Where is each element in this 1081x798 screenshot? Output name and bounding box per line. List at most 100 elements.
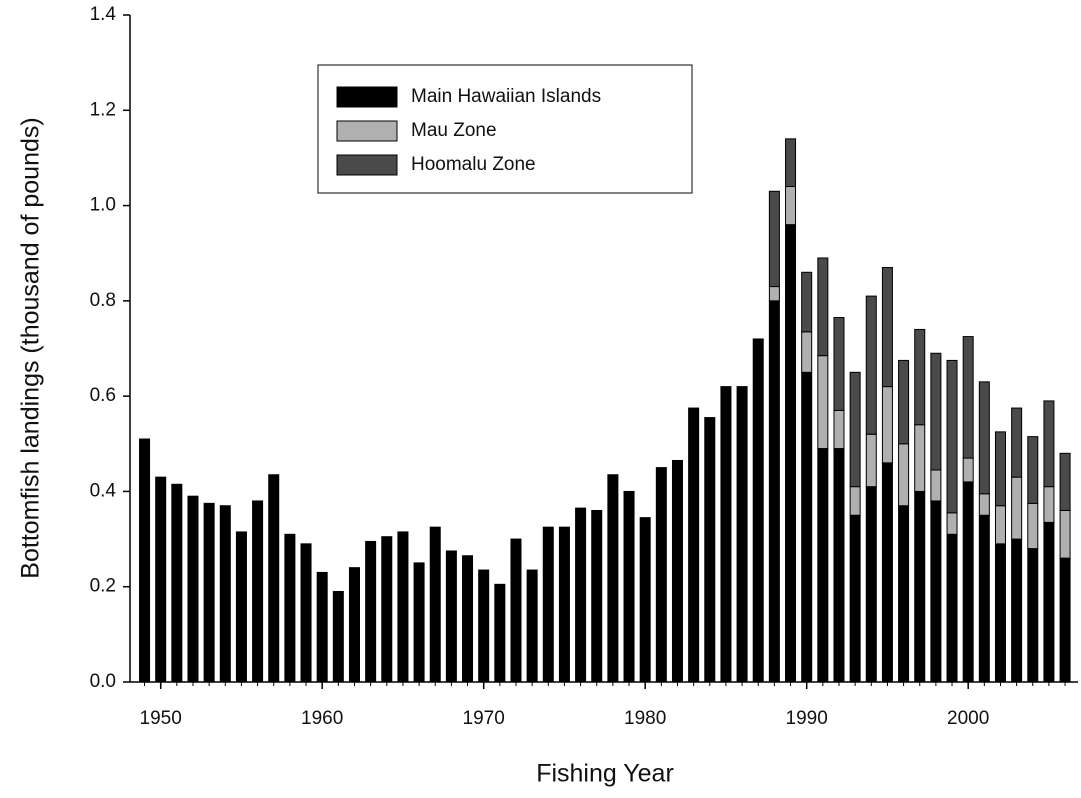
- bar-segment: [898, 359, 910, 445]
- bar-segment: [946, 512, 958, 535]
- y-tick-label: 0.4: [90, 480, 117, 501]
- bar-segment: [801, 271, 813, 333]
- bar-segment: [978, 381, 990, 495]
- bar-segment: [849, 371, 861, 488]
- bar-segment: [1043, 486, 1055, 523]
- bar-segment: [898, 443, 910, 507]
- bar-segment: [284, 533, 296, 683]
- bar-segment: [833, 317, 845, 411]
- bar-segment: [978, 514, 990, 683]
- bar-segment: [671, 459, 683, 683]
- bar-segment: [914, 490, 926, 683]
- bar-segment: [946, 533, 958, 683]
- bar-segment: [768, 300, 780, 683]
- x-tick-label: 1950: [140, 708, 182, 729]
- bar-segment: [994, 505, 1006, 545]
- legend-label: Hoomalu Zone: [411, 154, 536, 175]
- bar-segment: [704, 417, 716, 683]
- bar-segment: [381, 536, 393, 683]
- y-tick-label: 0.8: [90, 290, 116, 311]
- bar-segment: [171, 483, 183, 683]
- bar-segment: [397, 531, 409, 683]
- bar-segment: [962, 481, 974, 683]
- bar-segment: [655, 467, 667, 683]
- x-tick-label: 1990: [786, 708, 828, 729]
- bar-segment: [591, 509, 603, 683]
- y-tick-label: 1.0: [90, 195, 116, 216]
- bar-segment: [994, 431, 1006, 507]
- bar-segment: [849, 486, 861, 516]
- bar-segment: [914, 424, 926, 492]
- bar-segment: [994, 543, 1006, 683]
- x-tick-label: 1960: [301, 708, 343, 729]
- x-tick-label: 2000: [947, 708, 989, 729]
- bar-segment: [914, 328, 926, 426]
- bar-segment: [235, 531, 247, 683]
- bar-segment: [688, 407, 700, 683]
- x-axis-title: Fishing Year: [536, 760, 674, 788]
- bar-segment: [785, 138, 797, 188]
- bar-segment: [962, 336, 974, 459]
- legend-swatch: [336, 120, 398, 142]
- legend-label: Mau Zone: [411, 120, 497, 141]
- bar-segment: [365, 540, 377, 683]
- bar-segment: [494, 583, 506, 683]
- bar-segment: [768, 190, 780, 288]
- bar-segment: [785, 186, 797, 226]
- bar-segment: [785, 224, 797, 683]
- legend-swatch: [336, 154, 398, 176]
- bar-segment: [962, 457, 974, 483]
- bar-segment: [478, 569, 490, 683]
- bar-segment: [623, 490, 635, 683]
- y-tick-label: 0.2: [90, 576, 116, 597]
- bar-segment: [1027, 548, 1039, 683]
- x-tick-label: 1980: [624, 708, 666, 729]
- bar-segment: [558, 526, 570, 683]
- bar-segment: [817, 257, 829, 357]
- bar-segment: [348, 567, 360, 683]
- bar-segment: [881, 386, 893, 464]
- bar-segment: [1011, 407, 1023, 478]
- bar-segment: [1011, 476, 1023, 540]
- bar-segment: [1059, 452, 1071, 511]
- bar-segment: [462, 555, 474, 683]
- bar-segment: [865, 433, 877, 488]
- bar-segment: [736, 386, 748, 683]
- bar-segment: [1027, 502, 1039, 550]
- bar-segment: [510, 538, 522, 683]
- bar-segment: [849, 514, 861, 683]
- bar-segment: [801, 331, 813, 373]
- bar-segment: [542, 526, 554, 683]
- bar-segment: [881, 267, 893, 388]
- bar-segment: [300, 543, 312, 683]
- bar-segment: [413, 562, 425, 683]
- bar-segment: [526, 569, 538, 683]
- bar-segment: [898, 505, 910, 683]
- bar-segment: [1043, 521, 1055, 683]
- bar-segment: [575, 507, 587, 683]
- bar-segment: [833, 409, 845, 450]
- bar-segment: [720, 386, 732, 683]
- bar-segment: [219, 505, 231, 683]
- bar-segment: [881, 462, 893, 683]
- bar-segment: [752, 338, 764, 683]
- bar-segment: [639, 517, 651, 683]
- y-tick-label: 1.2: [90, 99, 116, 120]
- bar-segment: [833, 448, 845, 683]
- y-tick-label: 0.0: [90, 671, 116, 692]
- bar-segment: [768, 286, 780, 302]
- bar-segment: [1059, 509, 1071, 559]
- bar-segment: [865, 486, 877, 683]
- bar-segment: [332, 590, 344, 683]
- bar-segment: [252, 500, 264, 683]
- bar-segment: [1027, 436, 1039, 504]
- x-tick-label: 1970: [463, 708, 505, 729]
- bar-segment: [187, 495, 199, 683]
- bar-segment: [1059, 557, 1071, 683]
- bar-segment: [316, 571, 328, 683]
- bar-segment: [1043, 400, 1055, 488]
- y-tick-label: 1.4: [90, 4, 117, 25]
- legend-label: Main Hawaiian Islands: [411, 86, 601, 107]
